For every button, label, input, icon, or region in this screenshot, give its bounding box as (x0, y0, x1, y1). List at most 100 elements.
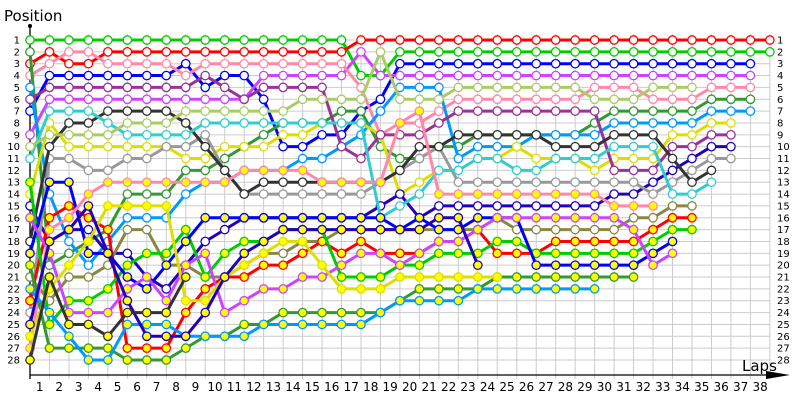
data-point (472, 129, 483, 140)
data-point (219, 47, 230, 57)
data-point (375, 224, 386, 235)
data-point (356, 153, 366, 164)
y-tick-label-right: 13 (777, 178, 790, 189)
series-2 (25, 35, 775, 69)
data-point (472, 189, 483, 199)
data-point (434, 58, 444, 69)
data-point (687, 106, 697, 116)
data-point (258, 47, 269, 57)
data-point (239, 106, 250, 116)
data-point (336, 224, 347, 235)
data-point (687, 177, 697, 188)
data-point (434, 82, 444, 93)
x-tick-label: 25 (499, 380, 514, 394)
data-point (531, 284, 542, 294)
y-tick-label-right: 27 (777, 344, 790, 355)
data-point (25, 295, 35, 306)
data-point (64, 260, 74, 271)
y-tick-label-right: 2 (777, 47, 783, 58)
data-point (511, 272, 522, 282)
data-point (550, 129, 561, 140)
data-point (180, 129, 191, 140)
data-point (453, 70, 464, 81)
data-point (141, 94, 152, 105)
data-point (25, 82, 35, 93)
data-point (511, 129, 522, 140)
y-tick-label-left: 19 (7, 249, 20, 260)
data-point (219, 35, 230, 45)
y-tick-label-right: 19 (777, 249, 790, 260)
data-point (64, 177, 74, 188)
y-tick-label-left: 11 (7, 154, 20, 165)
data-point (297, 47, 308, 57)
data-point (589, 129, 600, 140)
data-point (453, 177, 464, 188)
data-point (122, 224, 133, 235)
series-25 (25, 272, 191, 365)
data-point (122, 153, 133, 164)
data-point (297, 236, 308, 247)
data-point (628, 153, 639, 164)
y-tick-label-left: 2 (14, 47, 20, 58)
data-point (258, 236, 269, 247)
data-point (200, 248, 211, 259)
data-point (511, 189, 522, 199)
x-tick-label: 33 (655, 380, 670, 394)
data-point (628, 82, 639, 93)
data-point (336, 189, 347, 199)
data-point (297, 129, 308, 140)
data-point (570, 153, 581, 164)
data-point (531, 35, 542, 45)
data-point (297, 248, 308, 259)
data-point (706, 153, 717, 164)
data-point (375, 284, 386, 294)
data-point (317, 224, 327, 235)
data-point (64, 58, 74, 69)
data-point (83, 201, 94, 211)
data-point (219, 106, 230, 116)
data-point (492, 189, 503, 199)
data-point (609, 129, 619, 140)
data-point (103, 94, 113, 105)
data-point (687, 94, 697, 105)
data-point (375, 272, 386, 282)
data-point (64, 129, 74, 140)
data-point (83, 70, 94, 81)
data-point (453, 189, 464, 199)
data-point (609, 272, 619, 282)
data-point (25, 129, 35, 140)
data-point (472, 70, 483, 81)
data-point (453, 212, 464, 223)
data-point (122, 189, 133, 199)
x-tick-label: 16 (324, 380, 339, 394)
x-tick-label: 17 (344, 380, 359, 394)
data-point (200, 70, 211, 81)
data-point (103, 141, 113, 152)
data-point (25, 153, 35, 164)
data-point (687, 58, 697, 69)
data-point (239, 141, 250, 152)
data-point (628, 189, 639, 199)
data-point (25, 284, 35, 294)
data-point (278, 70, 288, 81)
data-point (83, 224, 94, 235)
y-tick-label-right: 22 (777, 284, 790, 295)
data-point (200, 58, 211, 69)
data-point (472, 224, 483, 235)
data-point (297, 35, 308, 45)
data-point (648, 118, 658, 128)
data-point (297, 118, 308, 128)
data-point (648, 82, 658, 93)
data-point (395, 260, 405, 271)
data-point (609, 70, 619, 81)
data-point (44, 106, 55, 116)
x-tick-label: 9 (192, 380, 200, 394)
data-point (648, 260, 658, 271)
data-point (122, 141, 133, 152)
data-point (648, 70, 658, 81)
data-point (531, 260, 542, 271)
y-axis-title: Position (4, 7, 62, 25)
data-point (648, 129, 658, 140)
data-point (375, 106, 386, 116)
x-tick-label: 26 (519, 380, 534, 394)
